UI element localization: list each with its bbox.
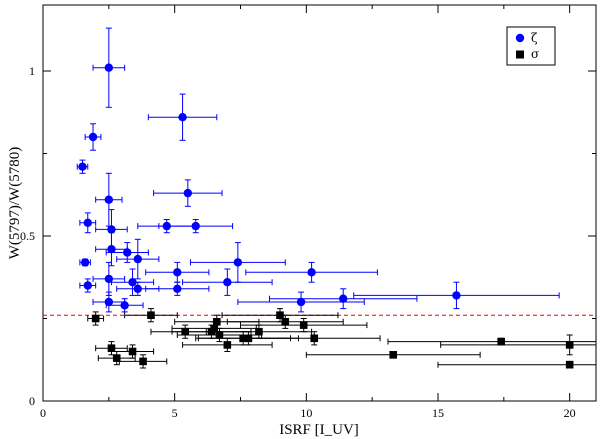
zeta-point [452,291,461,300]
sigma-point [276,311,284,319]
sigma-point [181,327,189,336]
sigma-point [223,341,232,349]
legend-zeta-label: ζ [531,31,538,45]
sigma-point [565,360,574,369]
zeta-point [88,132,98,142]
sigma-point [207,327,216,336]
y-tick-label: 0 [29,394,35,408]
zeta-point [120,301,129,310]
x-tick-label: 10 [300,406,312,420]
sigma-point [239,334,247,343]
zeta-point [104,195,114,204]
sigma-point [244,334,253,343]
sigma-point [299,321,308,329]
zeta-point [107,245,116,254]
zeta-point [191,221,200,231]
sigma-point [213,318,221,326]
zeta-point [78,162,87,171]
zeta-point [339,294,348,303]
sigma-point [147,311,155,319]
zeta-point [173,268,182,277]
zeta-point [128,278,137,287]
sigma-point [139,357,147,366]
zeta-point [83,281,92,290]
zeta-point [307,268,316,277]
zeta-point [80,258,90,267]
sigma-point [91,314,100,323]
sigma-point [128,347,137,356]
sigma-point [107,344,116,352]
x-tick-label: 20 [564,406,576,420]
zeta-point [104,297,114,307]
sigma-point [389,351,398,359]
zeta-point [104,63,114,72]
zeta-point [83,218,92,227]
zeta-point [183,188,193,198]
y-tick-label: 0.5 [20,229,35,243]
y-axis-label: W(5797)/W(5780) [7,147,23,259]
legend-box [506,26,556,66]
plot-area [42,4,597,402]
zeta-point [296,297,306,307]
sigma-point [255,327,263,336]
zeta-point [223,278,232,287]
zeta-point [173,284,182,293]
zeta-point [178,113,187,122]
zeta-point [133,254,142,264]
zeta-point [233,258,243,267]
zeta-point [133,284,142,293]
sigma-point [565,341,574,349]
sigma-point [112,354,121,362]
zeta-point [162,221,171,231]
zeta-point [104,274,114,284]
legend-sigma-label: σ [531,47,539,61]
sigma-point [215,331,224,339]
legend: ζ σ [506,26,556,66]
x-tick-label: 5 [172,406,178,420]
zeta-point [107,225,116,234]
x-tick-label: 15 [432,406,444,420]
legend-sigma-marker [516,50,524,59]
zeta-point [123,248,132,257]
x-axis-label: ISRF [I_UV] [279,422,359,438]
sigma-point [497,337,505,346]
sigma-point [281,318,290,326]
sigma-point [310,334,319,343]
y-tick-label: 1 [29,64,35,78]
legend-zeta-marker [515,33,525,43]
x-tick-label: 0 [40,406,46,420]
